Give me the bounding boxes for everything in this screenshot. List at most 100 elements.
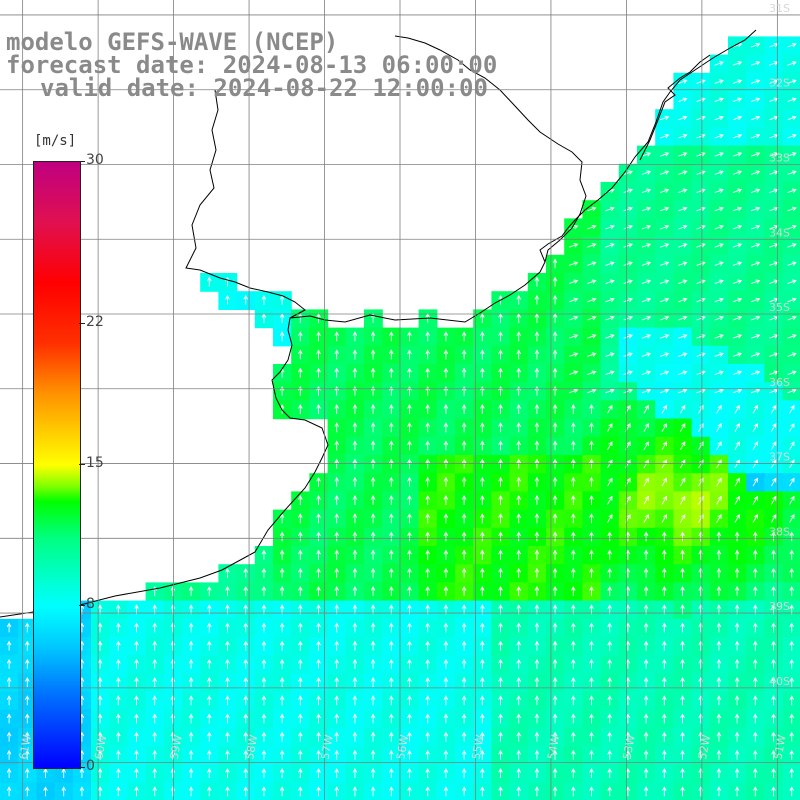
wind-arrow: [498, 458, 503, 469]
wind-arrow: [662, 622, 667, 633]
wind-arrow: [643, 477, 649, 487]
wind-arrow: [298, 622, 303, 633]
wind-arrow: [370, 404, 376, 414]
lon-label: 56W: [394, 734, 411, 761]
wind-arrow: [188, 749, 194, 760]
wind-arrow: [552, 786, 558, 797]
wind-arrow: [425, 404, 430, 414]
wind-arrow: [298, 786, 303, 797]
wind-arrow: [678, 243, 688, 248]
wind-arrow: [605, 315, 615, 321]
wind-arrow: [678, 79, 688, 84]
wind-arrow: [407, 331, 412, 342]
wind-arrow: [789, 786, 794, 797]
wind-arrow: [571, 749, 576, 760]
wind-arrow: [152, 731, 157, 742]
wind-arrow: [534, 422, 540, 433]
wind-arrow: [516, 422, 521, 433]
wind-arrow: [25, 640, 30, 651]
wind-arrow: [152, 713, 157, 724]
wind-arrow: [552, 549, 558, 560]
wind-arrow: [116, 695, 121, 706]
wind-arrow: [425, 731, 430, 742]
wind-arrow: [480, 622, 485, 633]
colorbar: [33, 161, 81, 769]
wind-arrow: [605, 334, 615, 339]
wind-arrow: [714, 152, 724, 157]
wind-arrow: [732, 297, 743, 303]
wind-arrow: [696, 206, 706, 212]
wind-arrow: [443, 658, 449, 669]
wind-arrow: [753, 531, 758, 542]
wind-arrow: [152, 677, 157, 687]
wind-arrow: [498, 640, 503, 651]
wind-arrow: [461, 567, 467, 578]
wind-arrow: [753, 786, 758, 797]
wind-arrow: [787, 79, 797, 84]
wind-arrow: [716, 567, 722, 578]
wind-arrow: [771, 531, 776, 542]
wind-arrow: [552, 276, 558, 287]
wind-arrow: [679, 441, 686, 451]
wind-arrow: [170, 768, 176, 778]
wind-arrow: [587, 370, 597, 376]
wind-arrow: [370, 731, 376, 742]
lon-label: 61W: [17, 734, 34, 761]
wind-arrow: [571, 549, 576, 560]
wind-arrow: [787, 97, 797, 103]
wind-arrow: [534, 677, 540, 687]
wind-arrow: [79, 786, 85, 797]
wind-arrow: [568, 388, 579, 394]
wind-arrow: [443, 695, 449, 706]
wind-arrow: [225, 658, 230, 669]
wind-arrow: [734, 749, 740, 760]
wind-arrow: [716, 586, 722, 596]
wind-arrow: [207, 640, 212, 651]
wind-arrow: [732, 352, 743, 357]
wind-arrow: [750, 261, 761, 266]
wind-arrow: [334, 622, 339, 633]
wind-arrow: [425, 677, 430, 687]
wind-arrow: [696, 133, 706, 139]
wind-arrow: [443, 513, 449, 524]
wind-arrow: [461, 404, 467, 414]
wind-arrow: [279, 622, 285, 633]
wind-arrow: [334, 586, 339, 596]
wind-arrow: [789, 677, 794, 687]
wind-arrow: [334, 567, 339, 578]
wind-arrow: [498, 349, 503, 360]
wind-arrow: [480, 367, 485, 378]
wind-arrow: [789, 495, 795, 505]
wind-arrow: [25, 622, 30, 633]
wind-arrow: [571, 476, 576, 487]
wind-arrow: [516, 786, 521, 797]
wind-arrow: [714, 352, 724, 357]
wind-arrow: [732, 188, 743, 194]
wind-arrow: [425, 786, 430, 797]
wind-arrow: [787, 297, 797, 303]
wind-arrow: [134, 786, 139, 797]
wind-arrow: [188, 786, 194, 797]
wind-arrow: [425, 531, 430, 542]
wind-arrow: [298, 531, 303, 542]
wind-arrow: [571, 458, 576, 469]
wind-arrow: [298, 331, 303, 342]
wind-arrow: [25, 677, 30, 687]
wind-arrow: [752, 404, 758, 414]
wind-arrow: [261, 640, 267, 651]
wind-arrow: [407, 586, 412, 596]
wind-arrow: [534, 294, 540, 305]
wind-arrow: [334, 768, 339, 778]
wind-arrow: [716, 658, 722, 669]
wind-arrow: [680, 658, 685, 669]
wind-arrow: [680, 749, 685, 760]
wind-arrow: [407, 768, 412, 778]
colorbar-tick-0: 0: [86, 758, 95, 774]
wind-arrow: [370, 531, 376, 542]
wind-arrow: [659, 224, 670, 230]
wind-arrow: [443, 677, 449, 687]
colorbar-tick-8: 8: [86, 596, 95, 613]
wind-arrow: [568, 370, 579, 376]
wind-arrow: [714, 170, 724, 175]
wind-arrow: [732, 152, 743, 157]
